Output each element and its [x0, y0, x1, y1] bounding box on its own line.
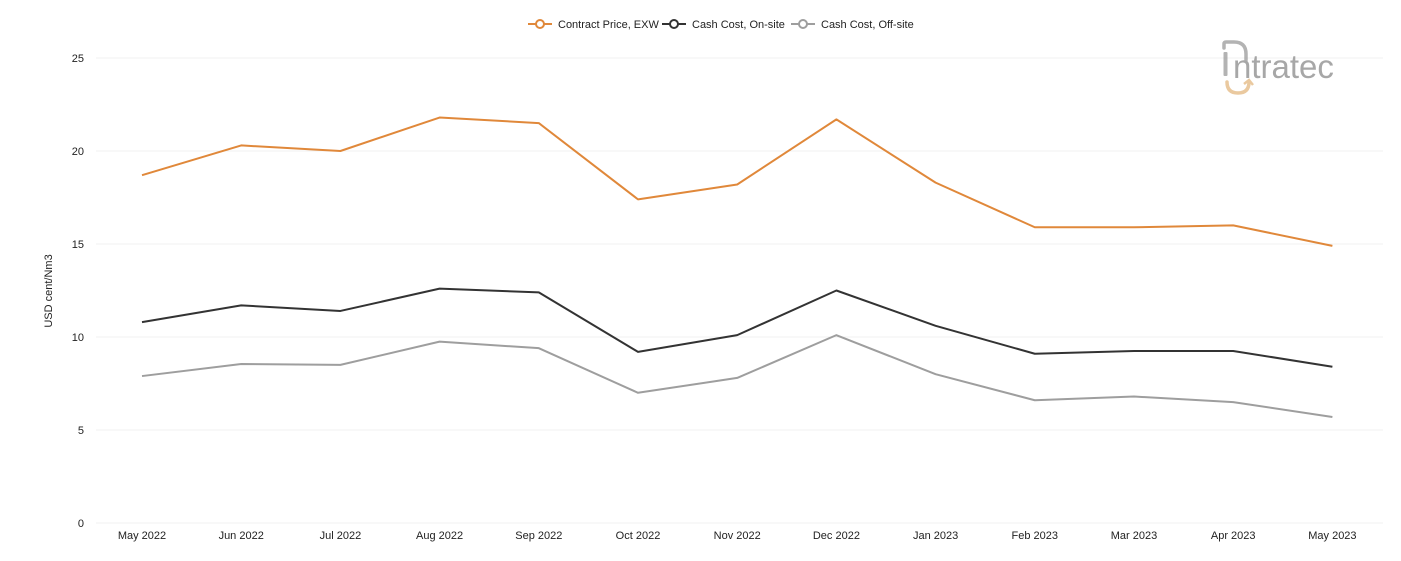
- series-lines: [141, 116, 1333, 418]
- series-line-0: [141, 116, 1333, 247]
- x-tick-label: Jul 2022: [320, 530, 362, 542]
- x-tick-label: Oct 2022: [616, 530, 661, 542]
- intratec-logo: ntratec: [1222, 40, 1334, 95]
- x-tick-label: Feb 2023: [1012, 530, 1058, 542]
- logo-text: ntratec: [1233, 48, 1334, 85]
- y-tick-label: 20: [72, 146, 84, 158]
- legend-marker: [535, 19, 545, 29]
- series-line-2: [141, 334, 1333, 418]
- x-tick-label: Mar 2023: [1111, 530, 1157, 542]
- y-axis-label: USD cent/Nm3: [43, 254, 55, 327]
- legend-marker: [798, 19, 808, 29]
- x-tick-label: Jan 2023: [913, 530, 958, 542]
- y-tick-label: 10: [72, 332, 84, 344]
- legend-label: Contract Price, EXW: [558, 19, 659, 31]
- legend-item: Cash Cost, On-site: [662, 19, 785, 31]
- legend-item: Cash Cost, Off-site: [791, 19, 914, 31]
- x-tick-label: Sep 2022: [515, 530, 562, 542]
- x-tick-label: May 2022: [118, 530, 166, 542]
- x-tick-label: Jun 2022: [219, 530, 264, 542]
- logo-mark-icon: [1222, 40, 1254, 95]
- legend-label: Cash Cost, Off-site: [821, 19, 914, 31]
- legend: Contract Price, EXW Cash Cost, On-site Cas…: [528, 19, 914, 31]
- x-tick-label: May 2023: [1308, 530, 1356, 542]
- y-tick-label: 5: [78, 425, 84, 437]
- y-tick-label: 15: [72, 239, 84, 251]
- x-tick-label: Apr 2023: [1211, 530, 1256, 542]
- x-tick-label: Dec 2022: [813, 530, 860, 542]
- grid-lines: [96, 57, 1383, 524]
- x-tick-label: Aug 2022: [416, 530, 463, 542]
- legend-marker: [669, 19, 679, 29]
- legend-label: Cash Cost, On-site: [692, 19, 785, 31]
- y-axis-ticks: 0 5 10 15 20 25: [72, 53, 84, 530]
- legend-item: Contract Price, EXW: [528, 19, 659, 31]
- x-axis-ticks: May 2022 Jun 2022 Jul 2022 Aug 2022 Sep 2022…: [118, 530, 1357, 542]
- y-tick-label: 25: [72, 53, 84, 65]
- series-line-1: [141, 287, 1333, 368]
- y-tick-label: 0: [78, 518, 84, 530]
- x-tick-label: Nov 2022: [714, 530, 761, 542]
